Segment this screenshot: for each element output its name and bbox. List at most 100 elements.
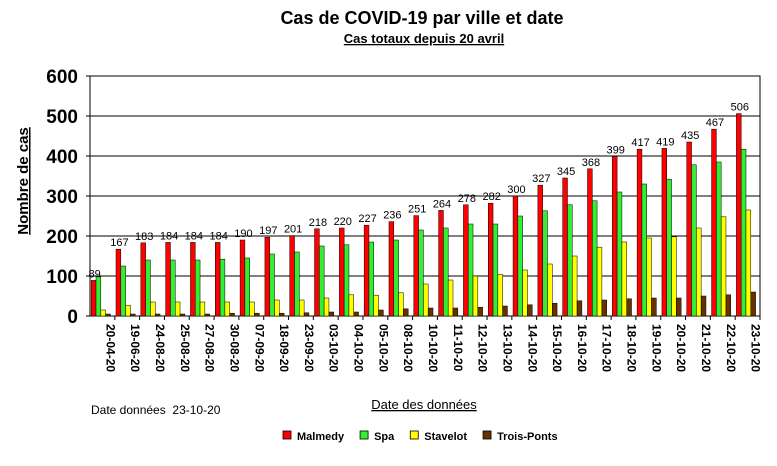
bar-stavelot bbox=[323, 297, 330, 317]
data-label: 227 bbox=[358, 213, 376, 225]
bar-malmedy bbox=[438, 210, 444, 317]
bar-malmedy bbox=[636, 148, 643, 317]
bar-stavelot bbox=[646, 237, 652, 317]
bar-spa bbox=[443, 227, 449, 317]
data-label: 417 bbox=[631, 137, 649, 149]
bar-malmedy bbox=[363, 224, 370, 317]
data-label: 167 bbox=[110, 237, 128, 249]
bar-trois-ponts bbox=[105, 313, 111, 317]
y-tick-label: 0 bbox=[67, 307, 78, 328]
bar-trois-ponts bbox=[154, 313, 161, 317]
bar-spa bbox=[319, 245, 325, 317]
bar-stavelot bbox=[572, 255, 578, 317]
bar-trois-ponts bbox=[204, 313, 210, 317]
y-axis-label: Nombre de cas bbox=[15, 127, 32, 235]
legend: Malmedy Spa Stavelot Trois-Ponts bbox=[282, 430, 558, 443]
x-tick-label: 07-09-20 bbox=[252, 324, 266, 372]
data-label: 399 bbox=[607, 144, 625, 156]
bar-stavelot bbox=[249, 301, 255, 317]
data-label: 345 bbox=[557, 166, 575, 178]
bar-malmedy bbox=[413, 215, 419, 317]
bar-trois-ponts bbox=[750, 291, 756, 317]
bar-trois-ponts bbox=[452, 307, 459, 317]
bar-trois-ponts bbox=[254, 312, 260, 317]
bar-trois-ponts bbox=[502, 305, 508, 317]
bar-trois-ponts bbox=[725, 294, 732, 317]
bar-malmedy bbox=[115, 248, 122, 317]
bar-trois-ponts bbox=[700, 295, 707, 317]
bar-malmedy bbox=[587, 168, 593, 317]
bar-stavelot bbox=[472, 275, 479, 317]
bar-malmedy bbox=[661, 148, 667, 317]
data-label: 184 bbox=[160, 230, 178, 242]
bar-malmedy bbox=[562, 177, 568, 317]
x-tick-label: 23-10-20 bbox=[749, 324, 763, 372]
data-label: 236 bbox=[383, 210, 401, 222]
data-label: 218 bbox=[309, 217, 327, 229]
bar-malmedy bbox=[736, 113, 742, 317]
bar-malmedy bbox=[487, 202, 494, 317]
data-label: 278 bbox=[458, 193, 476, 205]
x-tick-label: 23-09-20 bbox=[302, 324, 316, 372]
x-tick-label: 22-10-20 bbox=[724, 324, 738, 372]
x-tick-label: 25-08-20 bbox=[178, 324, 192, 372]
data-label: 300 bbox=[507, 184, 525, 196]
y-tick-label: 100 bbox=[46, 267, 78, 288]
y-tick-label: 300 bbox=[46, 187, 78, 208]
bar-spa bbox=[368, 241, 375, 317]
bar-spa bbox=[170, 259, 176, 317]
data-label: 264 bbox=[433, 198, 451, 210]
legend-label: Stavelot bbox=[424, 431, 467, 443]
bar-spa bbox=[542, 210, 548, 317]
bar-stavelot bbox=[423, 283, 429, 317]
bar-malmedy bbox=[90, 280, 97, 317]
bar-trois-ponts bbox=[353, 311, 359, 317]
data-label: 419 bbox=[656, 136, 674, 148]
bar-malmedy bbox=[512, 195, 519, 317]
bar-spa bbox=[592, 200, 598, 317]
x-tick-label: 27-08-20 bbox=[203, 324, 217, 372]
bar-stavelot bbox=[522, 269, 528, 317]
data-label: 201 bbox=[284, 224, 302, 236]
x-axis-label: Date des données bbox=[371, 397, 477, 412]
bar-stavelot bbox=[745, 209, 752, 317]
bar-trois-ponts bbox=[279, 312, 285, 317]
x-tick-label: 05-10-20 bbox=[376, 324, 390, 372]
legend-swatch bbox=[409, 430, 419, 440]
data-label: 197 bbox=[259, 225, 277, 237]
y-tick-label: 500 bbox=[46, 107, 78, 128]
y-tick-label: 400 bbox=[46, 147, 78, 168]
bar-spa bbox=[418, 229, 424, 317]
bar-malmedy bbox=[612, 156, 618, 317]
bar-stavelot bbox=[199, 301, 206, 317]
legend-swatch bbox=[282, 430, 292, 440]
x-tick-label: 18-10-20 bbox=[625, 324, 639, 372]
data-label: 184 bbox=[209, 230, 227, 242]
bar-stavelot bbox=[100, 309, 106, 317]
bar-malmedy bbox=[289, 235, 295, 317]
x-tick-label: 14-10-20 bbox=[525, 324, 539, 372]
bar-spa bbox=[145, 259, 151, 317]
bar-stavelot bbox=[497, 274, 503, 317]
data-label: 190 bbox=[234, 228, 252, 240]
x-tick-label: 12-10-20 bbox=[476, 324, 490, 372]
chart-subtitle: Cas totaux depuis 20 avril bbox=[344, 31, 504, 46]
x-tick-label: 19-06-20 bbox=[128, 324, 142, 372]
bar-trois-ponts bbox=[378, 309, 384, 317]
bar-stavelot bbox=[150, 301, 156, 317]
bar-malmedy bbox=[463, 204, 469, 317]
x-tick-label: 21-10-20 bbox=[699, 324, 713, 372]
bar-spa bbox=[716, 161, 722, 317]
bar-stavelot bbox=[547, 263, 553, 317]
x-tick-label: 13-10-20 bbox=[500, 324, 514, 372]
x-tick-label: 08-10-20 bbox=[401, 324, 415, 372]
bar-stavelot bbox=[596, 246, 603, 317]
bar-trois-ponts bbox=[229, 312, 235, 317]
bar-malmedy bbox=[711, 128, 717, 317]
bar-spa bbox=[95, 276, 102, 317]
bar-stavelot bbox=[621, 241, 627, 317]
legend-swatch bbox=[482, 430, 492, 440]
bar-trois-ponts bbox=[552, 302, 558, 317]
